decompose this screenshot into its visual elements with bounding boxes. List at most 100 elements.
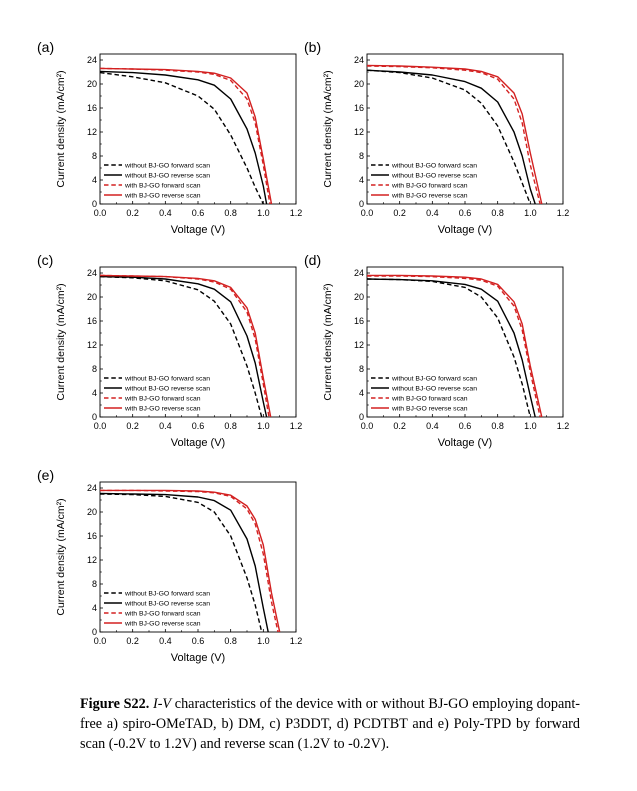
y-tick-label: 0 xyxy=(92,199,97,209)
x-tick-label: 0.8 xyxy=(224,636,237,646)
x-tick-label: 1.2 xyxy=(557,421,570,431)
x-tick-label: 0.4 xyxy=(426,208,439,218)
x-tick-label: 1.0 xyxy=(257,421,270,431)
y-tick-label: 4 xyxy=(92,603,97,613)
x-tick-label: 0.6 xyxy=(459,421,472,431)
y-tick-label: 16 xyxy=(87,531,97,541)
legend-label: without BJ-GO forward scan xyxy=(124,163,210,170)
y-tick-label: 24 xyxy=(354,268,364,278)
x-axis-label: Voltage (V) xyxy=(171,437,225,449)
y-tick-label: 24 xyxy=(87,268,97,278)
y-axis-label: Current density (mA/cm²) xyxy=(55,70,67,187)
y-tick-label: 20 xyxy=(354,79,364,89)
x-tick-label: 0.2 xyxy=(126,636,139,646)
caption-text: characteristics of the device with or wi… xyxy=(80,696,580,752)
y-tick-label: 8 xyxy=(359,151,364,161)
series-line xyxy=(100,493,263,632)
x-axis-label: Voltage (V) xyxy=(171,652,225,664)
y-tick-label: 8 xyxy=(92,364,97,374)
series-line xyxy=(100,489,281,632)
y-axis-label: Current density (mA/cm²) xyxy=(55,498,67,615)
x-tick-label: 0.6 xyxy=(459,208,472,218)
panel-label: (d) xyxy=(304,252,322,268)
x-tick-label: 1.2 xyxy=(290,636,303,646)
y-axis-label: Current density (mA/cm²) xyxy=(322,70,334,187)
chart-d-svg: 0.0 0.2 0.4 0.6 0.8 1.0 1.2 0 4 8 12 16 20 24 Voltage … xyxy=(322,266,570,449)
legend-label: with BJ-GO forward scan xyxy=(391,396,468,403)
y-tick-label: 20 xyxy=(87,507,97,517)
y-tick-label: 24 xyxy=(87,483,97,493)
x-tick-label: 0.8 xyxy=(491,421,504,431)
x-tick-label: 0.0 xyxy=(94,208,107,218)
series-line xyxy=(367,278,531,417)
chart-c-svg: 0.0 0.2 0.4 0.6 0.8 1.0 1.2 0 4 8 12 16 20 24 Voltage … xyxy=(55,266,302,449)
caption-iv: I-V xyxy=(152,696,172,712)
x-tick-label: 0.2 xyxy=(126,421,139,431)
legend-label: without BJ-GO reverse scan xyxy=(391,386,477,393)
series-line xyxy=(100,70,268,204)
series-line xyxy=(100,492,269,632)
x-tick-label: 1.0 xyxy=(257,636,270,646)
y-axis-label: Current density (mA/cm²) xyxy=(55,283,67,400)
legend-label: with BJ-GO reverse scan xyxy=(391,193,468,200)
series-line xyxy=(367,65,541,204)
x-tick-label: 0.4 xyxy=(426,421,439,431)
series-group xyxy=(367,64,543,204)
x-axis-label: Voltage (V) xyxy=(171,224,225,236)
series-line xyxy=(367,64,543,204)
panel-label: (b) xyxy=(304,39,322,55)
x-tick-label: 0.4 xyxy=(159,636,172,646)
y-tick-label: 4 xyxy=(92,175,97,185)
x-axis-label: Voltage (V) xyxy=(438,224,492,236)
legend-label: with BJ-GO forward scan xyxy=(124,183,201,190)
y-tick-label: 0 xyxy=(92,412,97,422)
series-group xyxy=(100,274,272,417)
legend-label: without BJ-GO reverse scan xyxy=(391,173,477,180)
series-line xyxy=(100,71,264,204)
y-tick-label: 8 xyxy=(359,364,364,374)
chart-panel-a: (a) 0.0 0.2 0.4 0.6 0.8 1.0 1.2 0 4 8 12 16 20 24 Volt… xyxy=(30,36,303,246)
chart-panel-c: (c) 0.0 0.2 0.4 0.6 0.8 1.0 1.2 0 4 8 12 16 20 24 Volt… xyxy=(30,249,302,459)
x-tick-label: 0.6 xyxy=(192,421,205,431)
series-group xyxy=(100,489,281,632)
caption-label: Figure S22. xyxy=(80,696,150,712)
series-group xyxy=(100,67,273,204)
chart-panel-e: (e) 0.0 0.2 0.4 0.6 0.8 1.0 1.2 0 4 8 12 16 20 24 Volt… xyxy=(30,464,303,674)
y-tick-label: 20 xyxy=(87,292,97,302)
plot-frame xyxy=(99,481,297,633)
x-tick-label: 0.6 xyxy=(192,636,205,646)
x-tick-label: 0.8 xyxy=(224,208,237,218)
x-tick-label: 1.0 xyxy=(257,208,270,218)
y-tick-label: 0 xyxy=(92,627,97,637)
x-tick-label: 0.0 xyxy=(361,421,374,431)
x-tick-label: 0.8 xyxy=(491,208,504,218)
y-tick-label: 0 xyxy=(359,412,364,422)
y-tick-label: 16 xyxy=(87,316,97,326)
y-tick-label: 24 xyxy=(354,55,364,65)
x-tick-label: 1.0 xyxy=(524,421,537,431)
x-tick-label: 0.4 xyxy=(159,208,172,218)
series-line xyxy=(100,274,272,417)
x-tick-label: 1.2 xyxy=(290,208,303,218)
series-line xyxy=(367,69,531,204)
chart-e-svg: 0.0 0.2 0.4 0.6 0.8 1.0 1.2 0 4 8 12 16 20 24 Voltage … xyxy=(55,481,303,664)
legend-label: with BJ-GO reverse scan xyxy=(391,406,468,413)
y-tick-label: 8 xyxy=(92,579,97,589)
x-axis-label: Voltage (V) xyxy=(438,437,492,449)
y-tick-label: 12 xyxy=(354,340,364,350)
x-tick-label: 0.0 xyxy=(94,421,107,431)
y-tick-label: 4 xyxy=(92,388,97,398)
panel-label: (a) xyxy=(37,39,55,55)
series-group xyxy=(367,274,543,417)
legend-label: without BJ-GO forward scan xyxy=(391,163,477,170)
x-tick-label: 0.4 xyxy=(159,421,172,431)
chart-a-svg: 0.0 0.2 0.4 0.6 0.8 1.0 1.2 0 4 8 12 16 20 24 Voltage … xyxy=(55,53,303,236)
y-tick-label: 20 xyxy=(87,79,97,89)
panel-label: (c) xyxy=(37,252,54,268)
series-line xyxy=(100,67,273,204)
y-tick-label: 16 xyxy=(354,316,364,326)
legend-label: without BJ-GO forward scan xyxy=(124,591,210,598)
x-tick-label: 0.0 xyxy=(361,208,374,218)
legend-label: without BJ-GO reverse scan xyxy=(124,601,210,608)
x-tick-label: 0.2 xyxy=(393,208,406,218)
